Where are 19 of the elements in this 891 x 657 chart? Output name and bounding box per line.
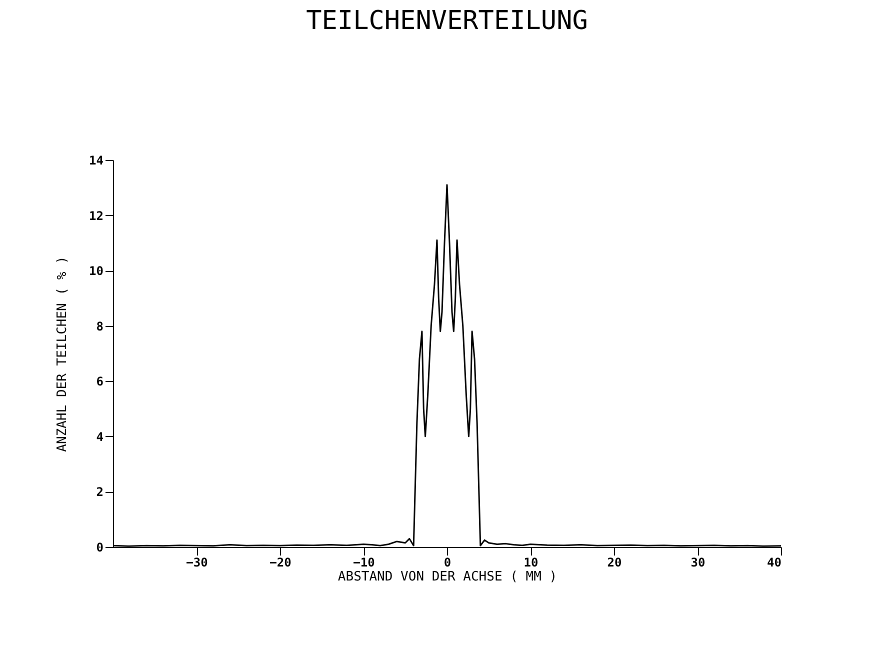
x-tick-label: 40 (767, 556, 782, 570)
y-tick-label: 14 (89, 154, 104, 168)
x-axis-title: ABSTAND VON DER ACHSE ( MM ) (338, 570, 558, 584)
y-tick-label: 6 (96, 374, 104, 389)
x-tick-label: −10 (353, 556, 375, 570)
y-tick-label: 8 (96, 319, 104, 334)
y-axis-title: ANZAHL DER TEILCHEN ( % ) (55, 256, 70, 452)
chart-title: TEILCHENVERTEILUNG (306, 6, 588, 36)
y-tick-label: 2 (96, 485, 104, 500)
x-tick-label: −20 (270, 556, 292, 570)
y-tick-label: 0 (96, 540, 104, 554)
y-tick-label: 10 (89, 264, 104, 278)
x-tick-label: −30 (186, 556, 208, 570)
x-tick-label: 0 (444, 556, 452, 570)
y-tick-label: 4 (96, 430, 104, 444)
x-tick-label: 30 (690, 556, 706, 570)
y-tick-label: 12 (89, 208, 104, 223)
x-tick-label: 20 (607, 556, 622, 570)
x-tick-label: 10 (524, 556, 538, 570)
